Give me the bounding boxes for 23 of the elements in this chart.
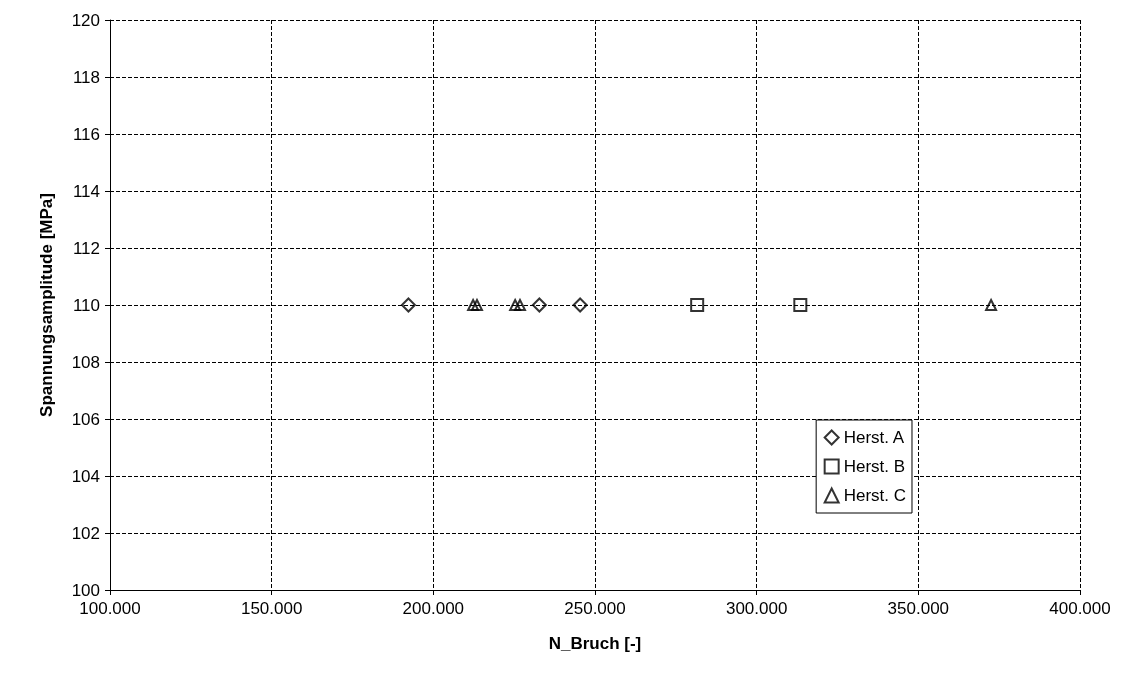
- y-tick-label: 104: [71, 466, 100, 486]
- x-tick-label: 350.000: [887, 599, 950, 618]
- y-axis-title: Spannungsamplitude [MPa]: [37, 193, 56, 417]
- x-tick-label: 100.000: [79, 599, 141, 618]
- y-tick-label: 108: [71, 352, 100, 372]
- y-tick-label: 118: [72, 67, 100, 87]
- legend-label: Herst. C: [843, 486, 906, 505]
- x-tick-label: 300.000: [725, 599, 788, 618]
- y-tick-label: 106: [71, 409, 100, 429]
- legend-label: Herst. B: [843, 457, 906, 476]
- y-tick-label: 100: [71, 580, 100, 600]
- legend-label: Herst. A: [843, 428, 905, 447]
- y-tick-label: 110: [72, 295, 100, 315]
- x-tick-label: 250.000: [564, 599, 626, 618]
- y-tick-label: 120: [71, 10, 100, 30]
- x-tick-label: 150.000: [240, 599, 303, 618]
- y-tick-label: 116: [72, 124, 100, 144]
- x-axis-title: N_Bruch [-]: [548, 634, 642, 653]
- y-tick-label: 112: [72, 238, 100, 258]
- y-tick-label: 102: [71, 523, 100, 543]
- x-tick-label: 400.000: [1049, 599, 1111, 618]
- y-tick-label: 114: [72, 181, 100, 201]
- x-tick-label: 200.000: [402, 599, 465, 618]
